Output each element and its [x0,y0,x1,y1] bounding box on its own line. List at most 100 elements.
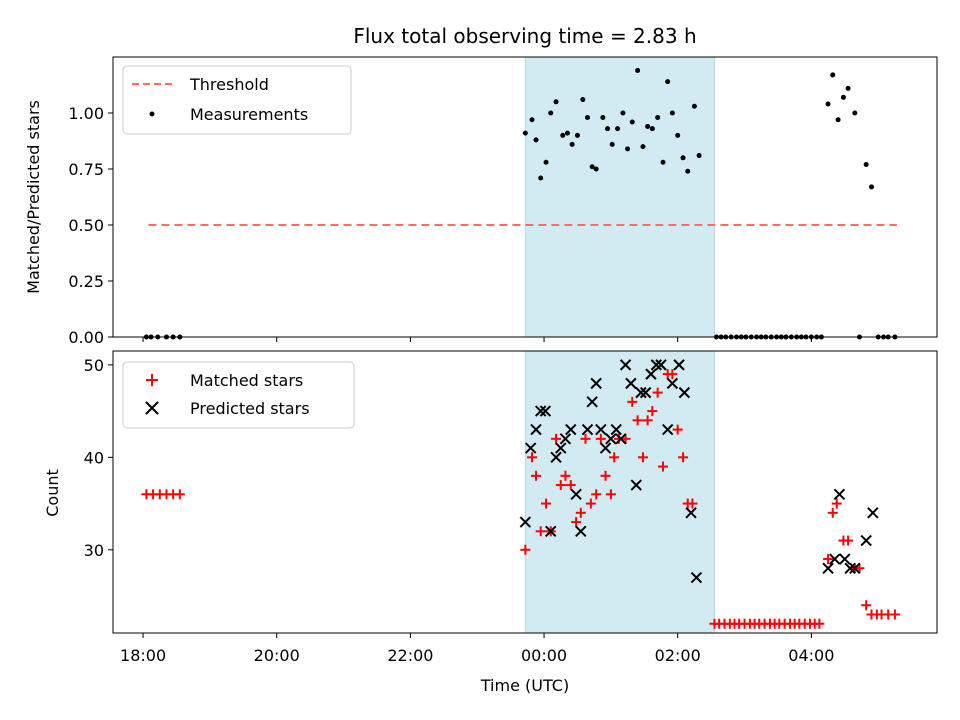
predicted-star-point [545,525,557,538]
measurement-point [635,67,641,73]
bottom-legend: Matched stars Predicted stars [122,361,355,429]
measurement-point [640,144,646,150]
top-panel: 0.00 0.25 0.50 0.75 1.00 Matched/Predicted s… [24,56,938,347]
bottom-y-axis-label: Count [43,469,62,517]
predicted-star-b [655,359,667,371]
matched-star-point [174,489,185,500]
predicted-star-point [595,423,607,436]
predicted-star-point [860,534,872,547]
predicted-star-b [619,359,632,371]
predicted-star-point [839,553,851,565]
measurement-point [548,110,554,116]
predicted-star-point [555,442,567,454]
matched-star-point [591,489,602,500]
predicted-star-b [829,553,841,565]
top-ytick-label: 1.00 [68,104,104,123]
predicted-star-b [605,433,617,445]
predicted-star-b [639,386,652,399]
predicted-star-point [635,386,647,399]
predicted-star-b [849,562,861,574]
predicted-star-point [685,507,697,519]
predicted-star-b [555,442,567,454]
measurement-point [533,137,539,143]
xtick-label: 18:00 [120,646,166,665]
predicted-star-point [559,433,572,445]
predicted-star-point [829,553,841,565]
measurement-point [553,99,559,105]
predicted-star-b [867,507,879,519]
predicted-star-b [844,562,856,574]
measurement-point [574,132,580,138]
measurement-point [869,184,875,190]
legend-threshold-label: Threshold [189,75,269,94]
predicted-star-b [586,396,598,408]
measurement-point [852,110,858,116]
matched-star-point [827,507,838,518]
predicted-star-point [539,405,552,417]
predicted-star-b [673,359,685,371]
matched-star-point [627,396,638,407]
matched-star-point [652,387,663,398]
bottom-panel: 30 40 50 18:00 20:00 22:00 00:00 02:00 04:00 Co… [43,350,938,695]
measurement-point [605,126,611,132]
predicted-star-point [570,488,582,501]
matched-star-point [814,618,825,629]
xtick-label: 20:00 [254,646,300,665]
matched-star-point [595,433,606,444]
measurement-point [655,114,661,120]
measurement-point [835,117,841,123]
predicted-star-b [666,377,679,390]
legend-measurements-label: Measurements [190,105,308,124]
predicted-star-point [581,423,594,436]
measurement-point [529,117,535,123]
predicted-star-b [645,368,657,380]
top-x-ticks [142,337,812,342]
legend-predicted-label: Predicted stars [190,399,310,418]
predicted-star-b [534,405,547,417]
matched-star-point [672,424,683,435]
matched-star-point [687,498,698,509]
top-legend: Threshold Measurements [122,65,352,135]
matched-star-point [535,526,546,537]
matched-star-point [823,554,834,565]
predicted-star-point [524,442,537,454]
measurement-point [593,166,599,172]
matched-star-point [831,498,842,509]
matched-star-point [520,544,531,555]
predicted-star-point [833,488,846,501]
predicted-star-point [534,405,547,417]
matched-star-point [658,461,669,472]
predicted-star-b [615,433,627,445]
bottom-legend-box [122,361,355,429]
measurement-point [589,164,595,170]
predicted-star-point [610,423,622,436]
legend-measurements-marker [149,111,155,117]
matched-star-point [632,415,643,426]
bottom-plot-frame [112,350,938,634]
matched-star-point [585,498,596,509]
measurement-point [669,110,675,116]
xtick-label: 04:00 [788,646,834,665]
predicted-star-point [550,451,562,464]
predicted-star-point [605,433,617,445]
predicted-star-point [590,377,602,390]
matched-star-point [575,507,586,518]
matched-star-point [527,452,538,463]
predicted-star-b [595,423,607,436]
bottom-ytick-label: 50 [84,356,104,375]
predicted-star-point [844,562,856,574]
predicted-star-b [839,553,851,565]
predicted-star-point [690,571,703,584]
xtick-label: 22:00 [387,646,433,665]
bottom-x-ticks: 18:00 20:00 22:00 00:00 02:00 04:00 [120,633,834,665]
measurement-point [615,126,621,132]
measurement-point [840,94,846,100]
measurement-point [543,159,549,165]
measurement-point [863,162,869,168]
measurement-point [696,153,702,159]
measurement-point [665,79,671,85]
matched-star-point [600,470,611,481]
predicted-star-b [635,386,647,399]
count-points [141,359,900,629]
measurement-point [680,155,686,161]
